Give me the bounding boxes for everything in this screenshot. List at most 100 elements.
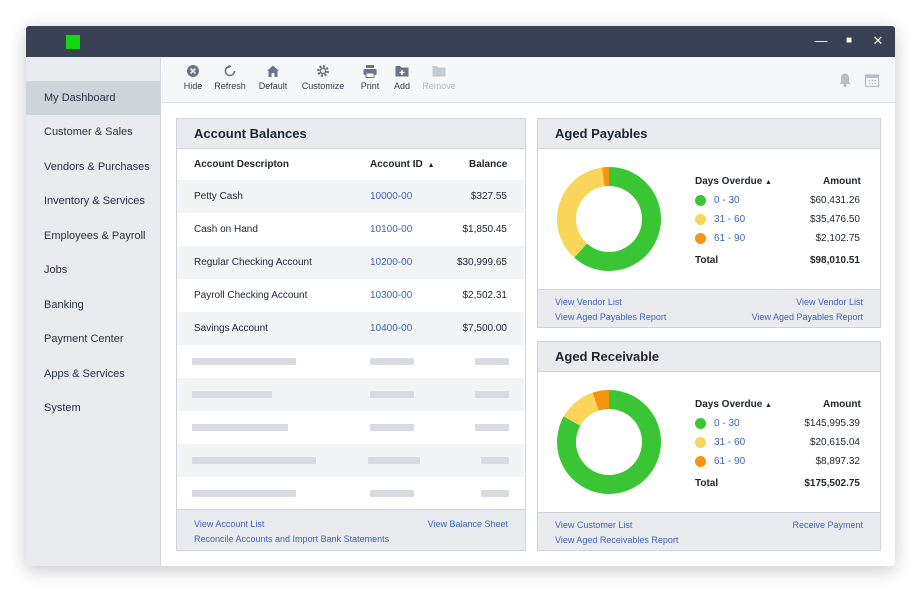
hide-button[interactable]: Hide bbox=[180, 64, 206, 91]
app-logo bbox=[66, 35, 80, 49]
refresh-label: Refresh bbox=[214, 81, 246, 91]
customize-button[interactable]: Customize bbox=[299, 64, 347, 91]
table-row[interactable]: Payroll Checking Account 10300-00 $2,502… bbox=[177, 279, 524, 312]
sidebar-item-system[interactable]: System bbox=[44, 402, 81, 414]
refresh-button[interactable]: Refresh bbox=[212, 64, 248, 91]
table-row[interactable]: Savings Account 10400-00 $7,500.00 bbox=[177, 312, 524, 345]
placeholder-row bbox=[177, 345, 524, 378]
total-amount: $175,502.75 bbox=[804, 478, 860, 489]
col-balance[interactable]: Balance bbox=[469, 159, 508, 170]
printer-icon bbox=[363, 65, 377, 78]
sidebar-item-my-dashboard[interactable]: My Dashboard bbox=[26, 81, 161, 115]
table-row[interactable]: Cash on Hand 10100-00 $1,850.45 bbox=[177, 213, 524, 246]
remove-button[interactable]: Remove bbox=[421, 64, 457, 91]
days-overdue-label: Days Overdue bbox=[695, 399, 763, 410]
payables-slice-61-90[interactable] bbox=[602, 167, 609, 187]
account-balance: $7,500.00 bbox=[462, 323, 508, 334]
default-label: Default bbox=[258, 81, 288, 91]
view-vendor-list-link-right[interactable]: View Vendor List bbox=[796, 297, 863, 307]
days-overdue-header[interactable]: Days Overdue ▲ bbox=[695, 399, 772, 410]
table-row[interactable]: Petty Cash 10000-00 $327.55 bbox=[177, 180, 524, 213]
placeholder-bar bbox=[192, 391, 272, 398]
sidebar-item-customer-sales[interactable]: Customer & Sales bbox=[44, 126, 133, 138]
bell-icon[interactable] bbox=[837, 72, 853, 88]
sidebar-item-apps-services[interactable]: Apps & Services bbox=[44, 368, 125, 380]
view-aged-payables-report-link-right[interactable]: View Aged Payables Report bbox=[751, 312, 863, 322]
placeholder-bar bbox=[370, 391, 414, 398]
folder-icon bbox=[432, 66, 446, 77]
bucket-amount: $2,102.75 bbox=[815, 233, 861, 244]
account-id-link[interactable]: 10100-00 bbox=[370, 224, 413, 235]
customize-label: Customize bbox=[301, 81, 345, 91]
sidebar-item-banking[interactable]: Banking bbox=[44, 299, 84, 311]
placeholder-row bbox=[177, 378, 524, 411]
account-description: Regular Checking Account bbox=[194, 257, 312, 268]
account-balance: $1,850.45 bbox=[462, 224, 508, 235]
placeholder-row bbox=[177, 444, 524, 477]
sidebar: My Dashboard Customer & Sales Vendors & … bbox=[26, 57, 161, 566]
placeholder-bar bbox=[475, 424, 509, 431]
calendar-icon[interactable] bbox=[864, 72, 880, 88]
toolbar: Hide Refresh Default Customize Print Add… bbox=[162, 57, 895, 103]
placeholder-bar bbox=[475, 391, 509, 398]
gear-icon bbox=[317, 65, 329, 77]
close-button[interactable]: ✕ bbox=[872, 33, 884, 48]
bucket-31-60-link[interactable]: 31 - 60 bbox=[714, 437, 746, 448]
payables-slice-31-60[interactable] bbox=[557, 167, 605, 258]
print-label: Print bbox=[360, 81, 380, 91]
account-id-link[interactable]: 10400-00 bbox=[370, 323, 413, 334]
view-balance-sheet-link[interactable]: View Balance Sheet bbox=[427, 519, 508, 529]
reconcile-accounts-link[interactable]: Reconcile Accounts and Import Bank State… bbox=[194, 534, 390, 544]
remove-label: Remove bbox=[422, 81, 456, 91]
minimize-button[interactable]: — bbox=[814, 33, 828, 48]
days-overdue-header[interactable]: Days Overdue ▲ bbox=[695, 176, 772, 187]
default-button[interactable]: Default bbox=[256, 64, 290, 91]
account-id-link[interactable]: 10300-00 bbox=[370, 290, 413, 301]
bucket-0-30-link[interactable]: 0 - 30 bbox=[714, 418, 740, 429]
sort-asc-icon: ▲ bbox=[765, 179, 772, 186]
hide-label: Hide bbox=[183, 81, 203, 91]
sidebar-item-payment-center[interactable]: Payment Center bbox=[44, 333, 124, 345]
total-label: Total bbox=[695, 478, 719, 489]
bucket-0-30-link[interactable]: 0 - 30 bbox=[714, 195, 740, 206]
col-account-description[interactable]: Account Descripton bbox=[194, 159, 290, 170]
account-balance: $30,999.65 bbox=[456, 257, 507, 268]
receivable-slice-0-30[interactable] bbox=[557, 390, 661, 494]
aged-payables-donut-chart bbox=[557, 167, 661, 271]
view-aged-receivables-report-link[interactable]: View Aged Receivables Report bbox=[555, 535, 679, 545]
payables-slice-0-30[interactable] bbox=[574, 167, 661, 271]
aged-payables-title: Aged Payables bbox=[538, 119, 880, 149]
bucket-61-90-link[interactable]: 61 - 90 bbox=[714, 233, 746, 244]
maximize-button[interactable]: ■ bbox=[845, 35, 853, 46]
view-customer-list-link[interactable]: View Customer List bbox=[555, 520, 633, 530]
sidebar-item-jobs[interactable]: Jobs bbox=[44, 264, 68, 276]
account-id-link[interactable]: 10200-00 bbox=[370, 257, 413, 268]
title-bar: — ■ ✕ bbox=[26, 26, 895, 57]
receive-payment-link[interactable]: Receive Payment bbox=[792, 520, 863, 530]
print-button[interactable]: Print bbox=[356, 64, 384, 91]
dashboard-content: Account Balances Account Descripton Acco… bbox=[162, 103, 895, 566]
add-button[interactable]: Add bbox=[390, 64, 414, 91]
receivable-slice-31-60[interactable] bbox=[563, 392, 599, 426]
account-id-link[interactable]: 10000-00 bbox=[370, 191, 413, 202]
account-description: Savings Account bbox=[194, 323, 268, 334]
view-account-list-link[interactable]: View Account List bbox=[194, 519, 265, 529]
view-aged-payables-report-link[interactable]: View Aged Payables Report bbox=[555, 312, 667, 322]
placeholder-bar bbox=[481, 490, 509, 497]
bucket-amount: $20,615.04 bbox=[809, 437, 860, 448]
account-description: Cash on Hand bbox=[194, 224, 258, 235]
account-balance: $327.55 bbox=[470, 191, 507, 202]
sidebar-item-inventory-services[interactable]: Inventory & Services bbox=[44, 195, 145, 207]
view-vendor-list-link[interactable]: View Vendor List bbox=[555, 297, 622, 307]
receivable-slice-61-90[interactable] bbox=[592, 390, 609, 411]
col-account-id[interactable]: Account ID ▲ bbox=[370, 159, 435, 170]
sidebar-item-employees-payroll[interactable]: Employees & Payroll bbox=[44, 230, 146, 242]
bucket-31-60-link[interactable]: 31 - 60 bbox=[714, 214, 746, 225]
total-label: Total bbox=[695, 255, 719, 266]
sidebar-item-vendors-purchases[interactable]: Vendors & Purchases bbox=[44, 161, 150, 173]
account-description: Petty Cash bbox=[194, 191, 243, 202]
placeholder-bar bbox=[370, 490, 414, 497]
bucket-61-90-link[interactable]: 61 - 90 bbox=[714, 456, 746, 467]
aged-receivable-title: Aged Receivable bbox=[538, 342, 880, 372]
table-row[interactable]: Regular Checking Account 10200-00 $30,99… bbox=[177, 246, 524, 279]
